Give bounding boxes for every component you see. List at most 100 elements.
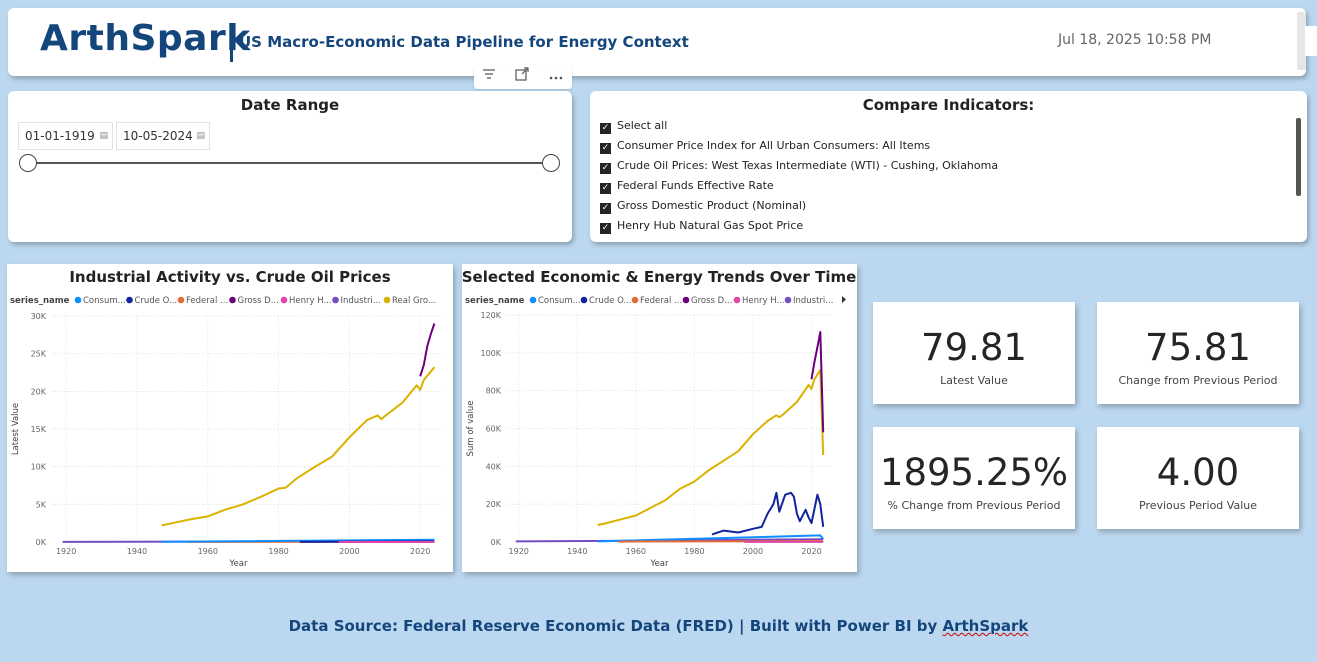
kpi-label: Change from Previous Period xyxy=(1118,374,1278,387)
x-tick-label: 2020 xyxy=(801,547,821,556)
start-date-value: 01-01-1919 xyxy=(25,129,95,143)
kpi-value: 1895.25% xyxy=(879,451,1069,494)
y-tick-label: 30K xyxy=(31,312,47,321)
footer-brand-link[interactable]: ArthSpark xyxy=(942,617,1029,635)
checkbox-checked-icon[interactable]: ✓ xyxy=(600,203,611,214)
kpi-percent-change[interactable]: 1895.25% % Change from Previous Period xyxy=(873,427,1075,529)
indicator-option-wti[interactable]: ✓ Crude Oil Prices: West Texas Intermedia… xyxy=(600,157,998,175)
legend-item: Henry H... xyxy=(289,296,332,306)
y-tick-label: 0K xyxy=(36,538,47,547)
calendar-icon[interactable]: ▤ xyxy=(196,131,205,141)
brand-divider xyxy=(230,26,233,62)
legend-item: Gross D... xyxy=(238,296,279,306)
y-tick-label: 20K xyxy=(486,500,502,509)
x-tick-label: 1920 xyxy=(56,547,76,556)
indicator-label: Crude Oil Prices: West Texas Intermediat… xyxy=(617,159,999,172)
series-line xyxy=(161,366,436,527)
y-tick-label: 80K xyxy=(486,387,502,396)
series-line xyxy=(711,491,825,536)
kpi-label: % Change from Previous Period xyxy=(887,499,1061,512)
filter-icon[interactable] xyxy=(478,67,500,87)
legend-item: Gross D... xyxy=(691,296,732,306)
economic-energy-trends-chart[interactable]: Selected Economic & Energy Trends Over T… xyxy=(462,264,857,572)
date-slider-end-handle[interactable] xyxy=(542,154,560,172)
legend-marker xyxy=(177,296,185,304)
checkbox-checked-icon[interactable]: ✓ xyxy=(600,223,611,234)
indicator-label: Federal Funds Effective Rate xyxy=(617,179,774,192)
date-slider-start-handle[interactable] xyxy=(19,154,37,172)
indicator-option-gdp[interactable]: ✓ Gross Domestic Product (Nominal) xyxy=(600,197,806,215)
indicator-option-select-all[interactable]: ✓ Select all xyxy=(600,117,667,135)
x-tick-label: 1980 xyxy=(268,547,288,556)
kpi-latest-value[interactable]: 79.81 Latest Value xyxy=(873,302,1075,404)
compare-indicators-slicer: Compare Indicators: ✓ Select all ✓ Consume… xyxy=(590,91,1307,242)
series-line xyxy=(597,368,825,526)
series-line xyxy=(419,323,436,377)
y-tick-label: 10K xyxy=(31,463,47,472)
indicator-option-fed-funds[interactable]: ✓ Federal Funds Effective Rate xyxy=(600,177,774,195)
end-date-input[interactable]: 10-05-2024 ▤ xyxy=(116,122,210,150)
legend-marker xyxy=(229,296,236,304)
legend-title: series_name xyxy=(465,296,525,306)
legend-item: Crude O... xyxy=(135,296,178,306)
legend-marker xyxy=(280,296,288,304)
x-tick-label: 1920 xyxy=(509,547,529,556)
indicator-label: Select all xyxy=(617,119,668,132)
industrial-vs-crude-chart[interactable]: Industrial Activity vs. Crude Oil Prices… xyxy=(7,264,453,572)
legend-marker xyxy=(332,296,339,304)
legend-marker xyxy=(580,296,588,304)
indicator-option-henry-hub[interactable]: ✓ Henry Hub Natural Gas Spot Price xyxy=(600,217,803,235)
end-date-value: 10-05-2024 xyxy=(123,129,193,143)
legend-item: Henry H... xyxy=(742,296,785,306)
x-tick-label: 2020 xyxy=(410,547,430,556)
y-tick-label: 100K xyxy=(480,349,501,358)
indicator-option-cpi[interactable]: ✓ Consumer Price Index for All Urban Cons… xyxy=(600,137,930,155)
indicators-scrollbar[interactable] xyxy=(1296,118,1301,196)
y-tick-label: 60K xyxy=(486,425,502,434)
header-scrollbar[interactable] xyxy=(1297,12,1306,70)
indicator-label: Consumer Price Index for All Urban Consu… xyxy=(617,139,931,152)
x-axis-label: Year xyxy=(229,559,249,569)
checkbox-checked-icon[interactable]: ✓ xyxy=(600,163,611,174)
legend-marker xyxy=(74,296,82,304)
legend-item: Crude O... xyxy=(589,296,632,306)
legend-item: Industri... xyxy=(341,296,381,306)
legend-marker xyxy=(383,296,391,304)
date-range-slicer: Date Range 01-01-1919 ▤ 10-05-2024 ▤ xyxy=(8,91,572,242)
y-tick-label: 0K xyxy=(491,538,502,547)
checkbox-checked-icon[interactable]: ✓ xyxy=(600,143,611,154)
brand-logo-text: ArthSpark xyxy=(40,18,251,59)
calendar-icon[interactable]: ▤ xyxy=(99,131,108,141)
y-tick-label: 20K xyxy=(31,387,47,396)
kpi-change-from-previous[interactable]: 75.81 Change from Previous Period xyxy=(1097,302,1299,404)
report-header: ArthSpark US Macro-Economic Data Pipelin… xyxy=(8,8,1306,76)
y-axis-label: Latest Value xyxy=(11,403,21,455)
date-range-title: Date Range xyxy=(240,96,340,114)
y-tick-label: 5K xyxy=(36,500,47,509)
x-tick-label: 1940 xyxy=(567,547,587,556)
checkbox-checked-icon[interactable]: ✓ xyxy=(600,123,611,134)
y-axis-label: Sum of value xyxy=(466,401,476,457)
y-tick-label: 15K xyxy=(31,425,47,434)
start-date-input[interactable]: 01-01-1919 ▤ xyxy=(18,122,113,150)
date-slider-track[interactable] xyxy=(28,162,551,164)
kpi-value: 4.00 xyxy=(1156,451,1240,494)
kpi-previous-period-value[interactable]: 4.00 Previous Period Value xyxy=(1097,427,1299,529)
chart-title: Industrial Activity vs. Crude Oil Prices xyxy=(69,268,390,286)
series-line xyxy=(597,534,824,543)
more-options-icon[interactable] xyxy=(545,67,567,87)
data-source-footer: Data Source: Federal Reserve Economic Da… xyxy=(0,617,1317,635)
series-line xyxy=(161,538,435,543)
chart2-plot: Selected Economic & Energy Trends Over T… xyxy=(462,268,856,569)
y-tick-label: 25K xyxy=(31,350,47,359)
legend-item: Consum... xyxy=(538,296,581,306)
footer-text: Data Source: Federal Reserve Economic Da… xyxy=(288,617,943,635)
pane-collapse-tab[interactable] xyxy=(1305,26,1317,56)
legend-item: Federal ... xyxy=(186,296,228,306)
y-tick-label: 120K xyxy=(480,311,501,320)
kpi-label: Previous Period Value xyxy=(1139,499,1257,512)
checkbox-checked-icon[interactable]: ✓ xyxy=(600,183,611,194)
last-refresh-timestamp: Jul 18, 2025 10:58 PM xyxy=(1058,32,1212,48)
report-subtitle: US Macro-Economic Data Pipeline for Ener… xyxy=(239,33,689,51)
focus-mode-icon[interactable] xyxy=(511,67,533,87)
